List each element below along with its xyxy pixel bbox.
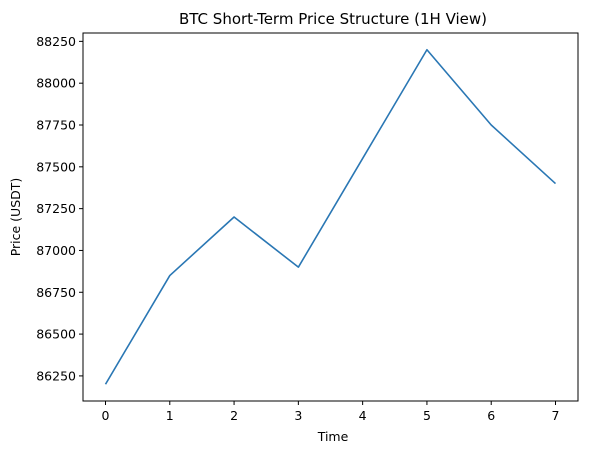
x-tick-label: 3 xyxy=(294,408,302,423)
y-tick-label: 87000 xyxy=(36,243,76,258)
series-line-0 xyxy=(104,48,557,385)
x-tick-label: 0 xyxy=(102,408,110,423)
x-tick-label: 6 xyxy=(487,408,495,423)
y-tick-label: 86500 xyxy=(36,327,76,342)
x-tick-label: 2 xyxy=(230,408,238,423)
y-tick-label: 86750 xyxy=(36,285,76,300)
x-tick-label: 1 xyxy=(166,408,174,423)
x-axis-label: Time xyxy=(317,429,349,444)
x-tick-label: 7 xyxy=(552,408,560,423)
chart-title: BTC Short-Term Price Structure (1H View) xyxy=(179,10,487,28)
series-group xyxy=(104,48,557,385)
y-tick-label: 87500 xyxy=(36,159,76,174)
plot-area xyxy=(82,32,579,402)
x-tick-label: 5 xyxy=(423,408,431,423)
plot-frame xyxy=(82,32,579,402)
x-tick-label: 4 xyxy=(359,408,367,423)
y-tick-label: 87250 xyxy=(36,201,76,216)
y-axis-label: Price (USDT) xyxy=(8,178,23,257)
y-tick-label: 86250 xyxy=(36,368,76,383)
y-axis: 86250 86500 86750 87000 87250 87500 87750 88000… xyxy=(36,34,83,383)
y-tick-label: 87750 xyxy=(36,118,76,133)
y-tick-label: 88000 xyxy=(36,76,76,91)
y-tick-label: 88250 xyxy=(36,34,76,49)
x-axis: 0 1 2 3 4 5 6 7 xyxy=(102,401,560,423)
